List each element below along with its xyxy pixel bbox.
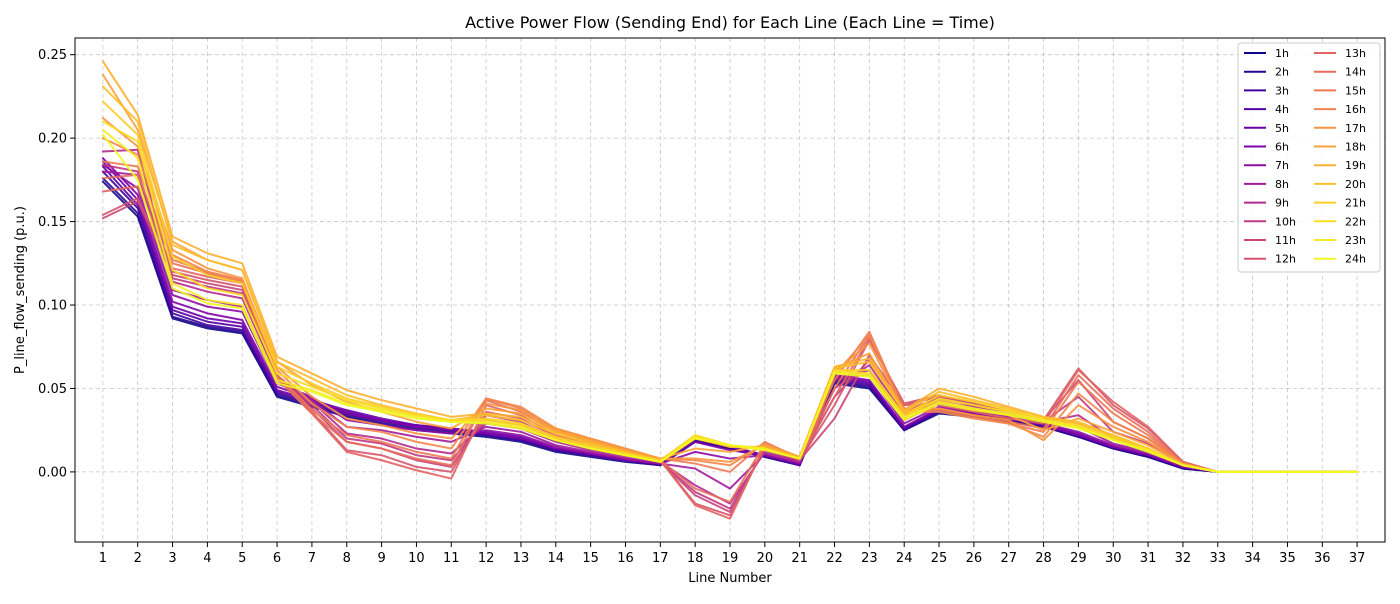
x-tick-label: 28	[1035, 551, 1052, 566]
x-tick-label: 13	[513, 551, 530, 566]
x-tick-label: 4	[203, 551, 211, 566]
legend-label: 16h	[1345, 103, 1366, 116]
x-tick-label: 27	[1000, 551, 1017, 566]
x-tick-label: 22	[826, 551, 843, 566]
x-tick-label: 10	[408, 551, 425, 566]
legend-label: 21h	[1345, 197, 1366, 210]
x-tick-label: 18	[687, 551, 704, 566]
legend-label: 8h	[1275, 178, 1289, 191]
y-tick-label: 0.00	[38, 465, 67, 480]
legend-label: 19h	[1345, 159, 1366, 172]
legend-label: 7h	[1275, 159, 1289, 172]
x-tick-label: 7	[308, 551, 316, 566]
x-tick-label: 34	[1244, 551, 1261, 566]
legend-label: 9h	[1275, 197, 1289, 210]
legend-label: 23h	[1345, 234, 1366, 247]
y-tick-label: 0.15	[38, 215, 67, 230]
x-tick-label: 9	[377, 551, 385, 566]
series-line-14h	[101, 173, 1359, 503]
x-tick-label: 29	[1070, 551, 1087, 566]
x-tick-label: 5	[238, 551, 246, 566]
legend-label: 22h	[1345, 215, 1366, 228]
y-axis-label: P_line_flow_sending (p.u.)	[13, 206, 28, 374]
x-tick-label: 16	[617, 551, 634, 566]
legend: 1h 2h 3h 4h 5h 6h 7h 8h 9h 10h 11h 12h 13h 14h 15h 16h 1…	[1237, 42, 1381, 273]
series-line-18h	[101, 73, 1359, 473]
x-tick-label: 35	[1279, 551, 1296, 566]
legend-label: 18h	[1345, 141, 1366, 154]
x-tick-label: 32	[1175, 551, 1192, 566]
series-lines	[101, 60, 1359, 520]
legend-label: 14h	[1345, 66, 1366, 79]
x-tick-label: 11	[443, 551, 460, 566]
x-tick-label: 25	[931, 551, 948, 566]
legend-label: 5h	[1275, 122, 1289, 135]
legend-label: 1h	[1275, 47, 1289, 60]
legend-label: 12h	[1275, 253, 1296, 266]
series-line-12h	[101, 197, 1359, 517]
x-tick-label: 1	[99, 551, 107, 566]
x-tick-label: 24	[896, 551, 913, 566]
y-tick-label: 0.20	[38, 132, 67, 147]
x-tick-label: 26	[966, 551, 983, 566]
x-tick-label: 6	[273, 551, 281, 566]
legend-label: 20h	[1345, 178, 1366, 191]
legend-label: 13h	[1345, 47, 1366, 60]
x-tick-label: 19	[722, 551, 739, 566]
chart-title: Active Power Flow (Sending End) for Each…	[465, 13, 995, 32]
x-tick-label: 37	[1349, 551, 1366, 566]
series-line-10h	[101, 163, 1359, 510]
y-tick-label: 0.10	[38, 299, 67, 314]
x-tick-label: 2	[134, 551, 142, 566]
series-line-24h	[101, 133, 1359, 473]
series-line-17h	[101, 117, 1359, 473]
y-axis-ticks: 0.00 0.05 0.10 0.15 0.20 0.25	[38, 48, 75, 480]
legend-label: 3h	[1275, 84, 1289, 97]
y-tick-label: 0.05	[38, 382, 67, 397]
x-tick-label: 30	[1105, 551, 1122, 566]
series-line-16h	[101, 137, 1359, 473]
x-tick-label: 31	[1140, 551, 1157, 566]
legend-label: 6h	[1275, 141, 1289, 154]
series-line-6h	[101, 157, 1359, 473]
x-tick-label: 8	[343, 551, 351, 566]
x-tick-label: 17	[652, 551, 669, 566]
x-axis-ticks: 1 2 3 4 5 6 7 8 9 10 11 12 13 14 15 16 17 18 19 20 21 22 23 24 2…	[99, 542, 1366, 566]
legend-label: 4h	[1275, 103, 1289, 116]
series-line-15h	[101, 160, 1359, 473]
legend-box	[1237, 42, 1381, 273]
x-tick-label: 36	[1314, 551, 1331, 566]
legend-label: 17h	[1345, 122, 1366, 135]
x-tick-label: 12	[478, 551, 495, 566]
x-tick-label: 3	[168, 551, 176, 566]
legend-label: 2h	[1275, 66, 1289, 79]
x-tick-label: 23	[861, 551, 878, 566]
x-tick-label: 33	[1209, 551, 1226, 566]
x-tick-label: 20	[757, 551, 774, 566]
x-tick-label: 21	[791, 551, 808, 566]
x-axis-label: Line Number	[688, 571, 772, 586]
y-tick-label: 0.25	[38, 48, 67, 63]
legend-label: 11h	[1275, 234, 1296, 247]
legend-label: 24h	[1345, 253, 1366, 266]
legend-label: 10h	[1275, 215, 1296, 228]
legend-label: 15h	[1345, 84, 1366, 97]
x-tick-label: 15	[582, 551, 599, 566]
x-tick-label: 14	[548, 551, 565, 566]
